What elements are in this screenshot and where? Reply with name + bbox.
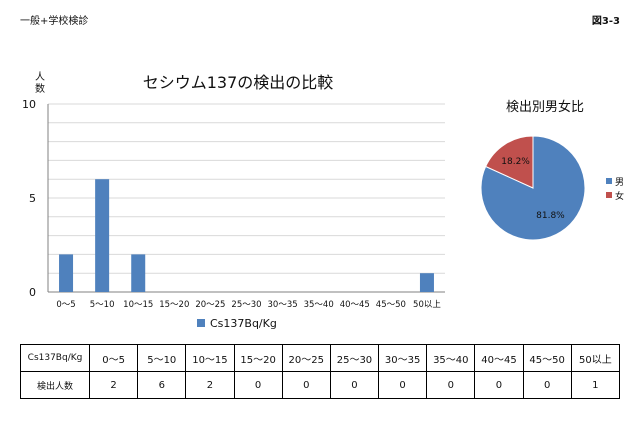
table-column-header: 30～35	[378, 344, 428, 372]
y-axis-label-char: 人	[35, 71, 45, 83]
legend-label: Cs137Bq/Kg	[210, 317, 277, 330]
x-tick-label: 20～25	[195, 300, 225, 310]
table-column-header: 20～25	[281, 344, 331, 372]
x-tick-label: 15～20	[159, 300, 189, 310]
pie-legend-swatch	[606, 178, 612, 184]
table-column-header: 10～15	[185, 344, 235, 372]
table-cell: 0	[522, 371, 572, 399]
pie-title: 検出別男女比	[506, 99, 584, 115]
x-tick-label: 0～5	[56, 300, 75, 310]
x-tick-label: 25～30	[231, 300, 261, 310]
table-column-header: 0～5	[88, 344, 139, 372]
table-row-header: 検出人数	[20, 371, 90, 399]
pie-legend-label: 男	[615, 177, 624, 188]
x-tick-label: 35～40	[304, 300, 334, 310]
table-cell: 0	[281, 371, 331, 399]
table-cell: 0	[233, 371, 283, 399]
figure-number: 図3-3	[591, 16, 620, 27]
bar	[95, 179, 110, 292]
y-tick-label: 10	[22, 98, 36, 111]
table-value-row: 検出人数 2 6 2 0 0 0 0 0 0 0 1	[20, 371, 621, 399]
table-cell: 0	[329, 371, 380, 399]
pie-legend-swatch	[606, 192, 612, 198]
pie-slice-label: 81.8%	[536, 211, 565, 221]
table-cell: 0	[378, 371, 428, 399]
x-tick-label: 30～35	[268, 300, 298, 310]
x-tick-label: 50以上	[413, 300, 441, 310]
table-cell: 2	[88, 371, 139, 399]
legend-swatch	[197, 319, 205, 327]
table-cell: 1	[570, 371, 621, 399]
x-tick-label: 5～10	[90, 300, 115, 310]
table-column-header: 45～50	[522, 344, 572, 372]
y-axis-label-char: 数	[35, 82, 45, 95]
bar	[59, 254, 74, 292]
pie-legend-label: 女	[615, 190, 624, 202]
pie-slice	[485, 135, 534, 189]
data-table: Cs137Bq/Kg 0～5 5～10 10～15 15～20 20～25 25～30 30～…	[20, 344, 621, 399]
table-column-header: 15～20	[233, 344, 283, 372]
table-column-header: 40～45	[474, 344, 524, 372]
table-header-row: Cs137Bq/Kg 0～5 5～10 10～15 15～20 20～25 25～30 30～…	[20, 344, 621, 372]
table-column-header: 5～10	[137, 344, 187, 372]
pie-slice-label: 18.2%	[501, 157, 530, 167]
table-column-header: 25～30	[329, 344, 380, 372]
table-column-header: 35～40	[426, 344, 476, 372]
header-left-label: 一般+学校検診	[20, 16, 89, 27]
bar	[131, 254, 146, 292]
x-tick-label: 45～50	[376, 300, 406, 310]
chart-title: セシウム137の検出の比較	[143, 73, 334, 92]
table-cell: 6	[137, 371, 187, 399]
y-tick-label: 0	[29, 286, 36, 299]
table-row-header: Cs137Bq/Kg	[20, 344, 90, 372]
table-cell: 2	[185, 371, 235, 399]
x-tick-label: 10～15	[123, 300, 153, 310]
x-tick-label: 40～45	[340, 300, 370, 310]
bar-chart: セシウム137の検出の比較 人数 0 5 10 0～5 5～10 10～15 15～20 20～2…	[22, 71, 445, 330]
table-cell: 0	[426, 371, 476, 399]
pie-chart: 検出別男女比 81.8% 18.2% 男女	[480, 99, 624, 241]
y-tick-label: 5	[29, 192, 36, 205]
bar	[419, 273, 434, 292]
table-column-header: 50以上	[570, 344, 621, 372]
table-cell: 0	[474, 371, 524, 399]
